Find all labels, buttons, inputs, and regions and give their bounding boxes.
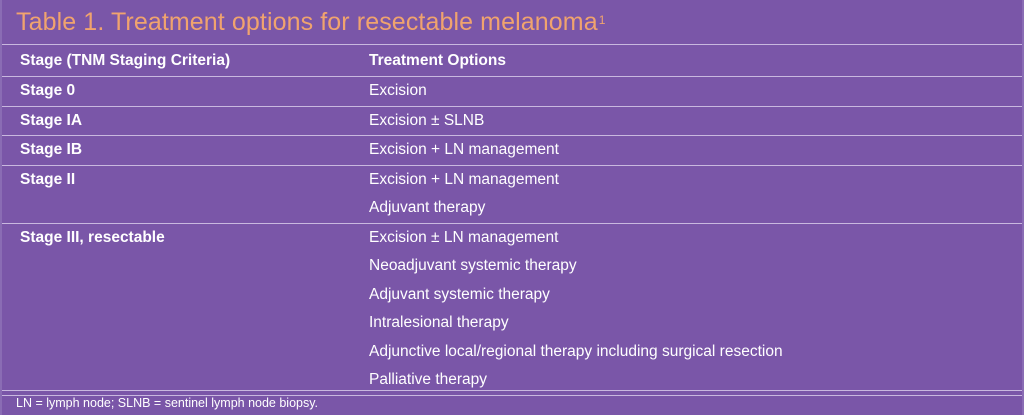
stage-cell: Stage II [2,165,369,224]
title-footnote-marker: 1 [598,13,606,27]
stage-cell: Stage IB [2,135,369,166]
treatment-cell: Excision + LN management Adjuvant therap… [369,165,1022,224]
treatment-option: Excision + LN management [369,170,559,188]
treatment-option: Excision [369,82,427,99]
table-footnote: LN = lymph node; SLNB = sentinel lymph n… [2,390,1022,415]
column-header-treatment: Treatment Options [369,44,1022,77]
column-header-stage: Stage (TNM Staging Criteria) [2,44,369,77]
table-row: Stage IA Excision ± SLNB [2,106,1022,136]
treatment-table: Stage (TNM Staging Criteria) Treatment O… [2,44,1022,396]
table-header-row: Stage (TNM Staging Criteria) Treatment O… [2,44,1022,77]
table-title-text: Table 1. Treatment options for resectabl… [16,7,598,36]
treatment-option: Adjuvant systemic therapy [369,285,550,303]
table-row: Stage IB Excision + LN management [2,135,1022,166]
table-row: Stage III, resectable Excision ± LN mana… [2,223,1022,396]
table-row: Stage II Excision + LN management Adjuva… [2,165,1022,224]
treatment-cell: Excision ± LN management Neoadjuvant sys… [369,223,1022,396]
treatment-cell: Excision ± SLNB [369,106,1022,136]
treatment-option: Palliative therapy [369,371,488,388]
stage-cell: Stage III, resectable [2,223,369,396]
treatment-option: Neoadjuvant systemic therapy [369,257,577,274]
treatment-cell: Excision [369,76,1022,107]
stage-cell: Stage 0 [2,76,369,107]
table-row: Stage 0 Excision [2,76,1022,107]
treatment-cell: Excision + LN management [369,135,1022,166]
stage-cell: Stage IA [2,106,369,136]
treatment-option: Excision ± LN management [369,228,559,246]
treatment-option: Adjunctive local/regional therapy includ… [369,342,783,360]
treatment-option: Adjuvant therapy [369,199,486,216]
treatment-option: Intralesional therapy [369,314,509,331]
treatment-option: Excision + LN management [369,141,559,158]
treatment-option: Excision ± SLNB [369,111,485,129]
table-title: Table 1. Treatment options for resectabl… [2,0,1022,44]
